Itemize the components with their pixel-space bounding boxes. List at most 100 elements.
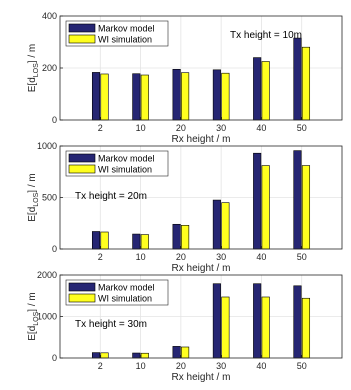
bar-wi-10: [140, 74, 149, 121]
bar-markov-10: [132, 352, 141, 359]
chart-panel-2: 0 500 1000 2 10 20 30 40 50 Rx height / m E[dLOS] …: [27, 141, 343, 274]
x-tick-label: 2: [98, 361, 103, 371]
bar-wi-40: [261, 61, 270, 121]
y-tick-label: 500: [42, 193, 57, 203]
y-tick-label: 1000: [37, 312, 57, 322]
y-axis-label-tail: ] / m: [27, 173, 38, 192]
bar-wi-50: [301, 165, 311, 250]
legend-swatch-wi: [68, 34, 96, 44]
x-tick-label: 50: [297, 252, 307, 262]
y-tick-label: 1000: [37, 141, 57, 151]
tx-height-annotation: Tx height = 30m: [75, 319, 147, 330]
x-tick-label: 40: [256, 361, 266, 371]
y-axis-label-main: E[d: [27, 326, 38, 341]
x-axis-label: Rx height / m: [172, 263, 231, 274]
bar-wi-10: [140, 352, 149, 359]
x-tick-label: 40: [256, 252, 266, 262]
legend-label-wi: WI simulation: [98, 35, 152, 45]
legend-swatch-markov: [68, 282, 96, 292]
y-axis-label-tail: ] / m: [27, 292, 38, 311]
y-axis-label-main: E[d: [27, 77, 38, 92]
bar-markov-50: [293, 37, 302, 121]
bar-markov-50: [293, 285, 302, 359]
bar-markov-10: [132, 73, 141, 121]
bar-markov-20: [172, 69, 181, 121]
x-axis-label: Rx height / m: [172, 134, 231, 145]
x-axis-label: Rx height / m: [172, 372, 231, 383]
x-tick-label: 2: [98, 252, 103, 262]
bar-markov-20: [172, 346, 181, 359]
y-axis-label-main: E[d: [27, 207, 38, 222]
bar-wi-2: [100, 231, 109, 250]
legend-swatch-markov: [68, 153, 96, 163]
bar-markov-50: [293, 150, 302, 250]
bar-wi-2: [100, 73, 109, 121]
legend-swatch-markov: [68, 23, 96, 33]
bar-wi-30: [221, 296, 230, 359]
x-tick-label: 20: [176, 123, 186, 133]
bar-markov-2: [91, 72, 101, 121]
bar-markov-40: [253, 152, 262, 250]
y-tick-label: 0: [52, 244, 57, 254]
bar-markov-30: [212, 69, 221, 121]
x-tick-label: 2: [98, 123, 103, 133]
y-tick-label: 0: [52, 115, 57, 125]
y-axis-label-sub: LOS: [33, 311, 40, 325]
bar-wi-50: [301, 297, 311, 359]
y-tick-label: 200: [42, 63, 57, 73]
bar-markov-30: [212, 283, 221, 359]
y-axis-label: E[dLOS] / m: [27, 44, 40, 92]
legend-swatch-wi: [68, 164, 96, 174]
bar-markov-40: [253, 57, 262, 121]
bar-markov-2: [91, 231, 101, 250]
x-tick-label: 20: [176, 252, 186, 262]
x-tick-label: 30: [216, 361, 226, 371]
bar-markov-20: [172, 223, 181, 250]
y-tick-label: 400: [42, 11, 57, 21]
x-tick-label: 10: [136, 123, 146, 133]
legend-label-wi: WI simulation: [98, 294, 152, 304]
legend-swatch-wi: [68, 293, 96, 303]
bar-markov-30: [212, 199, 221, 250]
legend-label-markov: Markov model: [98, 24, 155, 34]
x-tick-label: 30: [216, 123, 226, 133]
bar-markov-40: [253, 283, 262, 359]
bar-wi-40: [261, 165, 270, 250]
legend-label-markov: Markov model: [98, 154, 155, 164]
x-tick-label: 50: [297, 123, 307, 133]
bar-wi-30: [221, 202, 230, 250]
legend-label-wi: WI simulation: [98, 165, 152, 175]
x-tick-label: 30: [216, 252, 226, 262]
y-axis-label-sub: LOS: [33, 63, 40, 77]
x-tick-label: 10: [136, 361, 146, 371]
tx-height-annotation: Tx height = 10m: [230, 30, 302, 41]
x-tick-label: 40: [256, 123, 266, 133]
bar-wi-10: [140, 234, 149, 250]
bar-wi-40: [261, 296, 270, 359]
x-tick-label: 20: [176, 361, 186, 371]
bar-wi-50: [301, 46, 311, 121]
y-tick-label: 2000: [37, 270, 57, 280]
bar-markov-10: [132, 233, 141, 250]
y-axis-label: E[dLOS] / m: [27, 173, 40, 221]
bar-wi-20: [181, 346, 190, 359]
bar-markov-2: [91, 352, 101, 359]
x-tick-label: 50: [297, 361, 307, 371]
y-axis-label: E[dLOS] / m: [27, 292, 40, 340]
tx-height-annotation: Tx height = 20m: [75, 191, 147, 202]
bar-wi-20: [181, 225, 190, 250]
y-tick-label: 0: [52, 353, 57, 363]
y-axis-label-tail: ] / m: [27, 44, 38, 63]
chart-panel-3: 0 1000 2000 2 10 20 30 40 50 Rx height / m E[dLOS]…: [27, 270, 343, 383]
y-axis-label-sub: LOS: [33, 192, 40, 206]
bar-wi-20: [181, 72, 190, 121]
x-tick-label: 10: [136, 252, 146, 262]
bar-wi-2: [100, 352, 109, 359]
bar-wi-30: [221, 72, 230, 121]
legend-label-markov: Markov model: [98, 283, 155, 293]
